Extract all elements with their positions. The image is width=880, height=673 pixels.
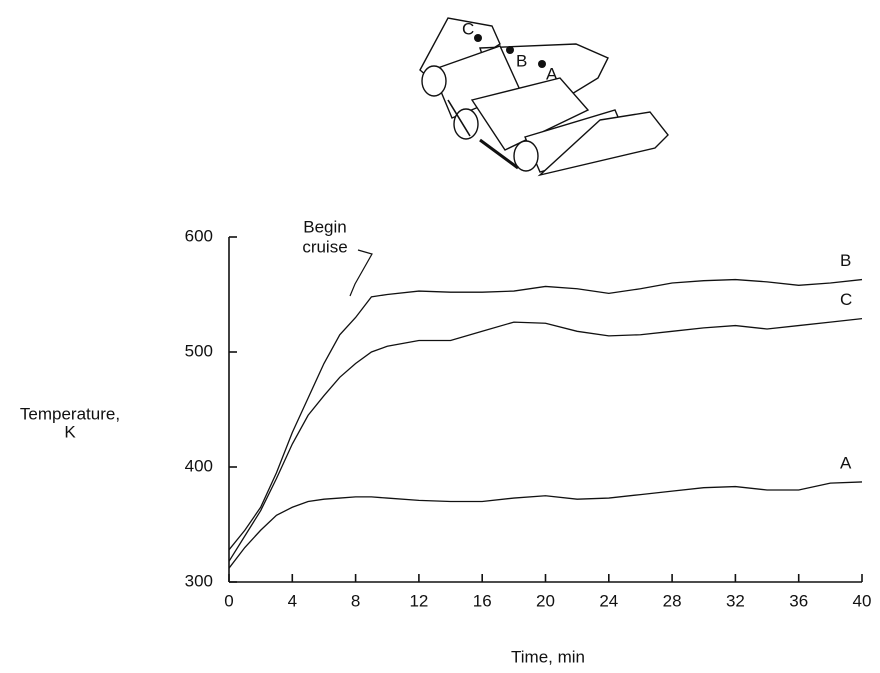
point-marker xyxy=(506,46,514,54)
annotation: Begin xyxy=(303,217,346,236)
x-tick-label: 32 xyxy=(726,591,745,610)
y-tick-label: 600 xyxy=(185,226,213,245)
y-tick-label: 500 xyxy=(185,341,213,360)
y-tick-label: 400 xyxy=(185,456,213,475)
series-line xyxy=(228,481,863,569)
series-label: B xyxy=(840,251,851,270)
annotation-arrow xyxy=(349,249,373,297)
x-tick-label: 4 xyxy=(288,591,297,610)
aircraft-diagram: C B A xyxy=(419,17,669,177)
diagram-label: A xyxy=(546,64,558,83)
x-tick-label: 24 xyxy=(599,591,618,610)
x-tick-label: 20 xyxy=(536,591,555,610)
point-marker xyxy=(474,34,482,42)
series-label: C xyxy=(840,290,852,309)
x-tick-label: 0 xyxy=(224,591,233,610)
x-tick-label: 12 xyxy=(409,591,428,610)
diagram-label: B xyxy=(516,51,527,70)
x-tick-label: 28 xyxy=(663,591,682,610)
y-axis-label: Temperature, xyxy=(20,404,120,423)
series-line xyxy=(228,278,863,551)
x-tick-label: 16 xyxy=(473,591,492,610)
series-line xyxy=(228,318,863,562)
x-axis-label: Time, min xyxy=(511,647,585,666)
y-tick-label: 300 xyxy=(185,571,213,590)
point-marker xyxy=(538,60,546,68)
y-axis-label: K xyxy=(64,422,76,441)
series-label: A xyxy=(840,453,852,472)
x-tick-label: 40 xyxy=(853,591,872,610)
annotation: cruise xyxy=(302,237,347,256)
diagram-label: C xyxy=(462,19,474,38)
x-tick-label: 36 xyxy=(789,591,808,610)
x-tick-label: 8 xyxy=(351,591,360,610)
